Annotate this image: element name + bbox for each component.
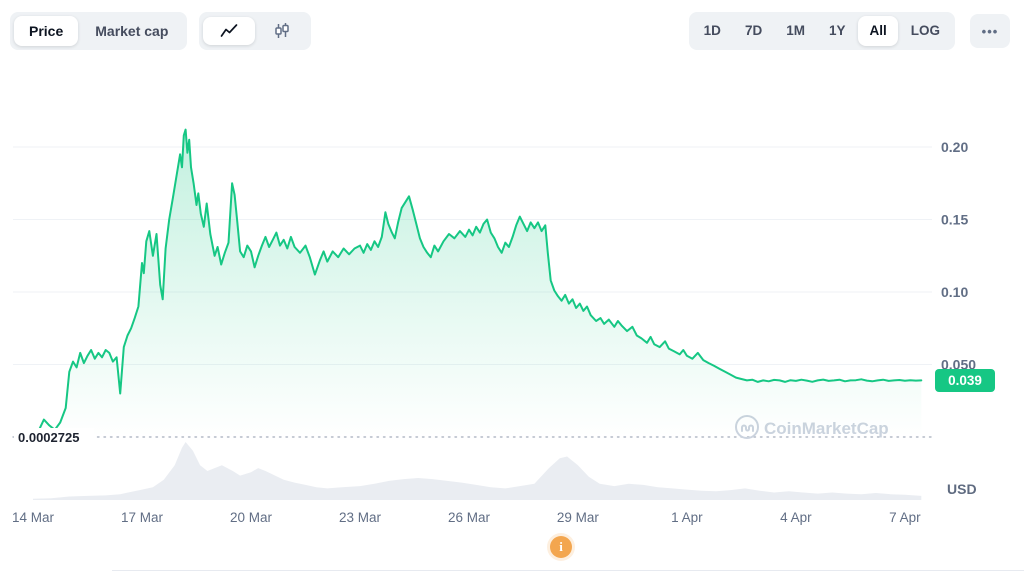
y-axis-label: 0.20 — [941, 139, 968, 155]
range-log-button[interactable]: LOG — [900, 16, 951, 46]
y-axis-label: 0.10 — [941, 284, 968, 300]
candlestick-icon — [275, 23, 290, 38]
current-price-label: 0.039 — [948, 373, 982, 388]
chart-type-toggle — [199, 12, 312, 50]
x-axis-label: 20 Mar — [230, 510, 273, 525]
price-marketcap-toggle: Price Market cap — [10, 12, 188, 50]
y-axis-label: 0.050 — [941, 357, 976, 373]
current-price-badge — [935, 369, 995, 392]
x-axis-label: 7 Apr — [889, 510, 921, 525]
baseline-label-bg — [14, 428, 94, 446]
ellipsis-icon: ••• — [981, 23, 999, 39]
y-axis-label: 0.15 — [941, 212, 968, 228]
line-chart-icon — [221, 24, 238, 37]
toolbar-right-group: 1D 7D 1M 1Y All LOG ••• — [688, 12, 1010, 50]
range-all-button[interactable]: All — [858, 16, 898, 46]
volume-area — [33, 442, 922, 500]
x-axis-label: 17 Mar — [121, 510, 164, 525]
toolbar-left-group: Price Market cap — [10, 12, 312, 50]
x-axis-label: 14 Mar — [12, 510, 55, 525]
line-chart-button[interactable] — [203, 17, 256, 45]
baseline-price-label: 0.0002725 — [18, 430, 79, 445]
x-axis-label: 4 Apr — [780, 510, 812, 525]
x-axis-label: 23 Mar — [339, 510, 382, 525]
info-marker[interactable]: i — [550, 536, 572, 558]
tab-market-cap[interactable]: Market cap — [80, 16, 183, 46]
time-range-toggle: 1D 7D 1M 1Y All LOG — [688, 12, 955, 50]
candlestick-chart-button[interactable] — [257, 16, 307, 46]
range-1d-button[interactable]: 1D — [693, 16, 732, 46]
x-axis-label: 1 Apr — [671, 510, 703, 525]
chart-toolbar: Price Market cap — [0, 0, 1024, 62]
range-1y-button[interactable]: 1Y — [818, 16, 857, 46]
price-line — [32, 128, 923, 438]
currency-unit-label: USD — [947, 481, 977, 497]
price-chart-canvas[interactable]: CoinMarketCap0.200.150.100.0500.00027250… — [10, 60, 1014, 540]
more-options-button[interactable]: ••• — [970, 14, 1010, 48]
x-axis-label: 26 Mar — [448, 510, 491, 525]
tab-price[interactable]: Price — [14, 16, 79, 46]
range-7d-button[interactable]: 7D — [734, 16, 773, 46]
price-area-fill — [33, 129, 922, 437]
range-1m-button[interactable]: 1M — [775, 16, 816, 46]
bottom-divider — [112, 570, 1024, 571]
x-axis-label: 29 Mar — [557, 510, 600, 525]
